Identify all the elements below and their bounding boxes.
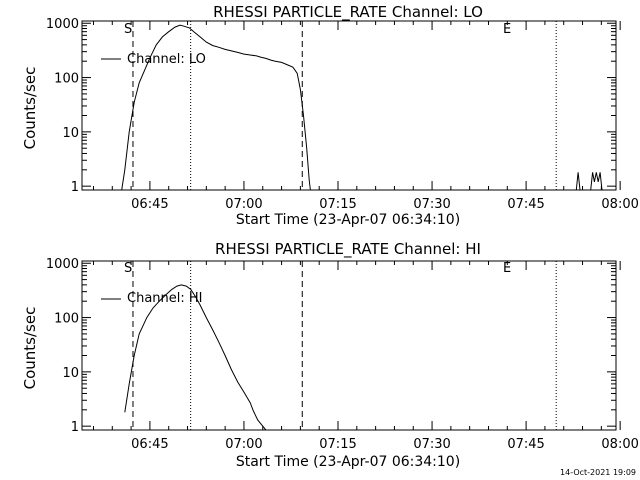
y-tick-label-lo: 10 xyxy=(62,126,79,141)
marker-label-s-lo: S xyxy=(124,22,132,37)
legend-label-hi: Channel: HI xyxy=(127,291,203,306)
series-line-lo xyxy=(121,24,311,191)
panel-hi: RHESSI PARTICLE_RATE Channel: HI Counts/… xyxy=(21,240,639,470)
y-tick-label-lo: 100 xyxy=(54,72,79,87)
x-tick-label-hi: 07:00 xyxy=(225,437,262,452)
y-tick-label-lo: 1000 xyxy=(46,17,79,32)
x-tick-label-hi: 07:30 xyxy=(413,437,450,452)
y-tick-label-hi: 100 xyxy=(54,312,79,327)
series-line-lo xyxy=(575,172,581,191)
x-tick-label-lo: 08:00 xyxy=(601,197,638,212)
x-tick-label-lo: 06:45 xyxy=(131,197,168,212)
x-tick-label-hi: 07:45 xyxy=(507,437,544,452)
plot-frame-hi xyxy=(81,260,617,431)
series-line-lo xyxy=(590,172,603,191)
x-tick-label-hi: 08:00 xyxy=(601,437,638,452)
plot-frame-lo xyxy=(81,20,617,191)
panel-lo: RHESSI PARTICLE_RATE Channel: LO Counts/… xyxy=(21,3,639,228)
legend-label-lo: Channel: LO xyxy=(127,52,206,67)
marker-label-s-hi: S xyxy=(124,261,132,276)
chart-title-hi: RHESSI PARTICLE_RATE Channel: HI xyxy=(215,240,481,259)
x-tick-label-hi: 06:45 xyxy=(131,437,168,452)
chart-title-lo: RHESSI PARTICLE_RATE Channel: LO xyxy=(213,3,483,22)
marker-label-e-lo: E xyxy=(503,22,511,37)
y-tick-label-hi: 10 xyxy=(62,366,79,381)
y-axis-label-lo: Counts/sec xyxy=(21,67,39,150)
y-tick-label-hi: 1 xyxy=(71,420,79,435)
x-tick-label-lo: 07:30 xyxy=(413,197,450,212)
x-tick-label-lo: 07:15 xyxy=(319,197,356,212)
y-tick-label-lo: 1 xyxy=(71,180,79,195)
marker-label-e-hi: E xyxy=(503,261,511,276)
x-tick-label-lo: 07:45 xyxy=(507,197,544,212)
x-tick-label-hi: 07:15 xyxy=(319,437,356,452)
x-axis-label-hi: Start Time (23-Apr-07 06:34:10) xyxy=(236,454,460,470)
timestamp: 14-Oct-2021 19:09 xyxy=(560,468,636,477)
x-tick-label-lo: 07:00 xyxy=(225,197,262,212)
x-axis-label-lo: Start Time (23-Apr-07 06:34:10) xyxy=(236,212,460,228)
series-line-hi xyxy=(124,284,267,431)
y-tick-label-hi: 1000 xyxy=(46,257,79,272)
y-axis-label-hi: Counts/sec xyxy=(21,307,39,390)
